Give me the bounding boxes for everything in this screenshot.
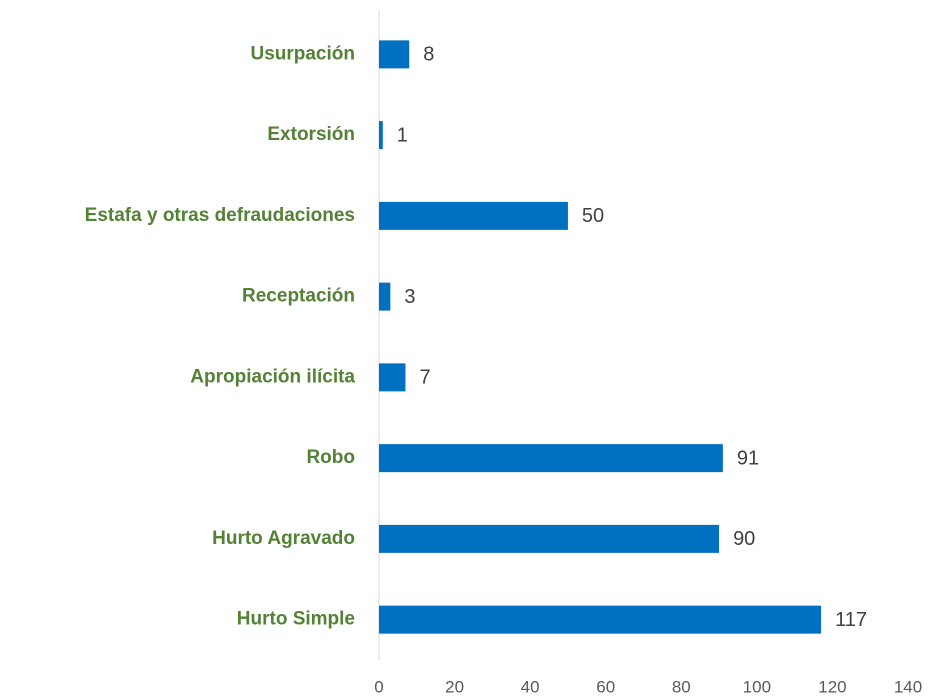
- value-label: 50: [582, 205, 604, 227]
- y-tick-label: Apropiación ilícita: [190, 366, 355, 387]
- x-tick-label: 80: [672, 677, 691, 696]
- y-tick-label: Receptación: [242, 286, 355, 307]
- bar: [379, 605, 822, 634]
- value-label: 91: [737, 447, 759, 469]
- value-label: 8: [423, 44, 434, 66]
- y-tick-label: Hurto Agravado: [212, 528, 355, 549]
- x-tick-label: 40: [521, 677, 540, 696]
- bar: [379, 282, 391, 311]
- y-tick-label: Robo: [306, 447, 355, 468]
- value-label: 3: [404, 286, 415, 308]
- bar: [379, 363, 406, 392]
- y-tick-label: Estafa y otras defraudaciones: [85, 205, 355, 226]
- bar: [379, 444, 723, 473]
- x-tick-label: 20: [445, 677, 464, 696]
- bar: [379, 524, 720, 553]
- y-tick-label: Hurto Simple: [237, 609, 355, 630]
- value-label: 7: [419, 367, 430, 389]
- x-tick-label: 60: [596, 677, 615, 696]
- bar: [379, 40, 410, 69]
- x-tick-label: 120: [818, 677, 846, 696]
- x-tick-label: 100: [743, 677, 771, 696]
- value-label: 90: [733, 528, 755, 550]
- x-tick-label: 140: [894, 677, 922, 696]
- value-label: 1: [397, 124, 408, 146]
- value-label: 117: [835, 609, 867, 631]
- y-tick-label: Extorsión: [267, 124, 355, 145]
- y-tick-label: Usurpación: [250, 43, 355, 64]
- x-tick-label: 0: [374, 677, 383, 696]
- bar: [379, 121, 383, 150]
- bar: [379, 201, 568, 230]
